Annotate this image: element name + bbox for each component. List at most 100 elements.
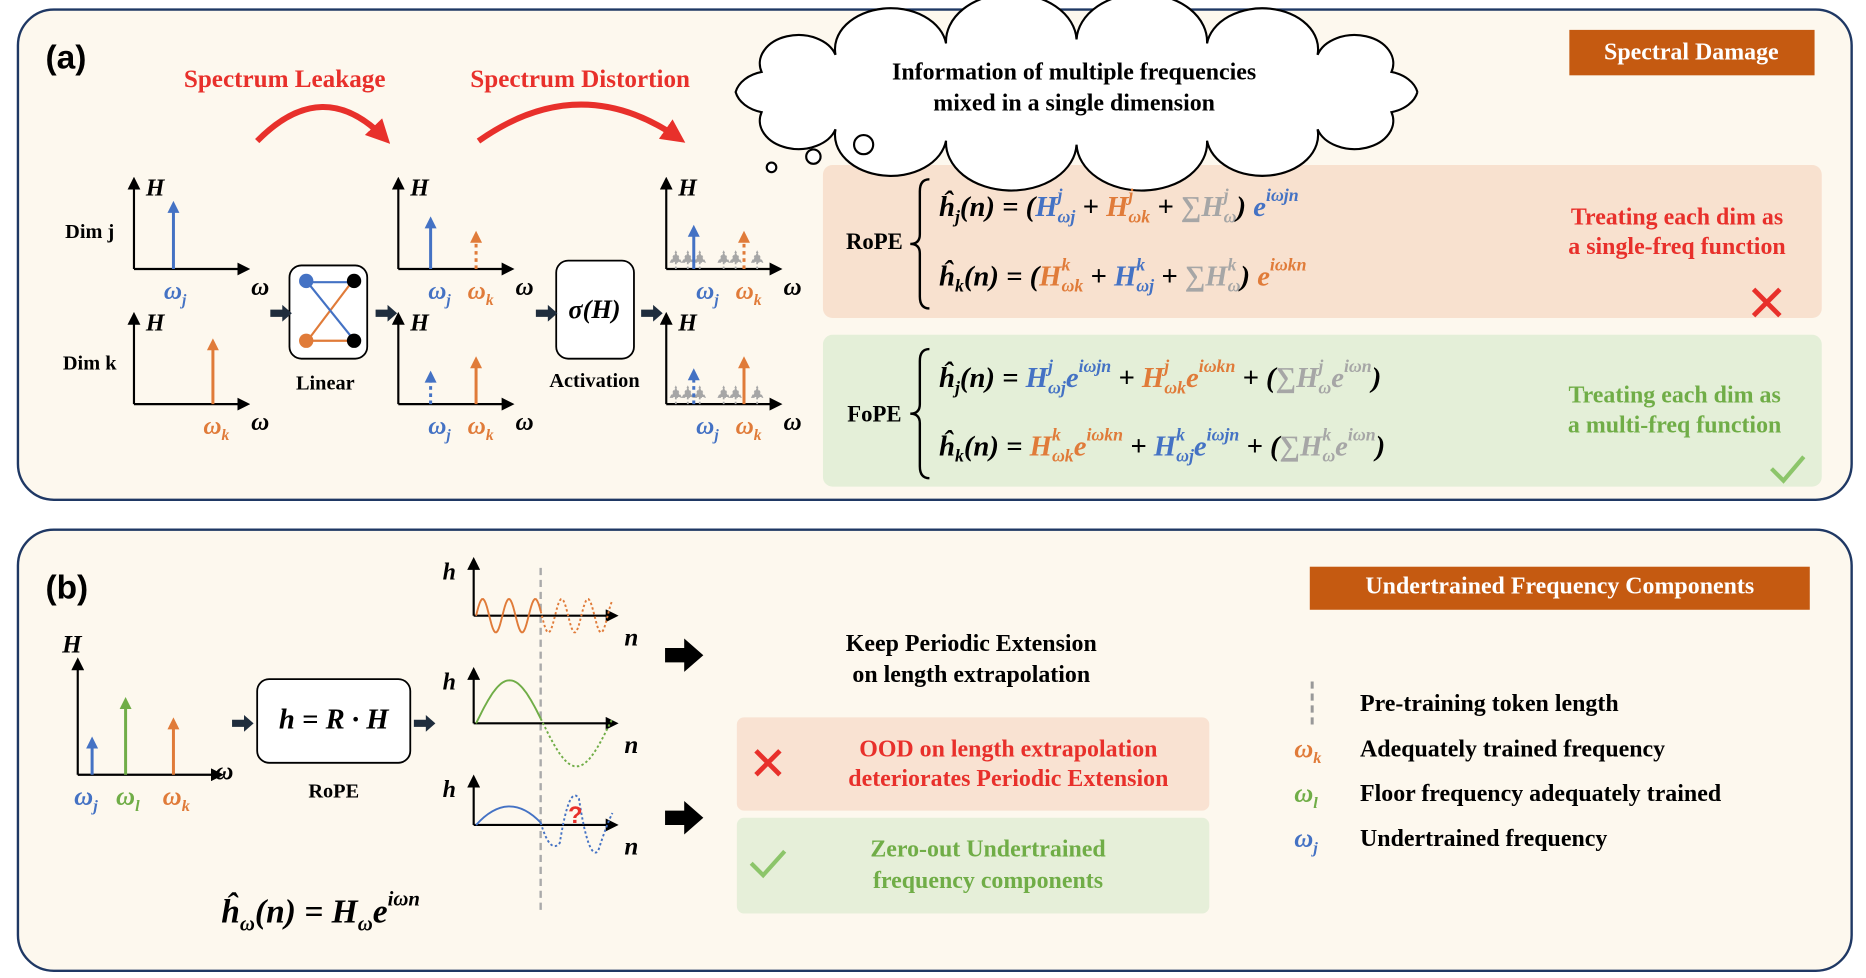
- noise-peak: [693, 385, 706, 405]
- formula-part: +: [1075, 191, 1106, 223]
- fope-box: [822, 334, 1822, 487]
- wave-extrapolated: [539, 794, 614, 854]
- formula-part: H: [1105, 191, 1130, 223]
- subscript: k: [754, 292, 762, 309]
- superscript: k: [1062, 255, 1071, 275]
- label: on length extrapolation: [852, 662, 1090, 688]
- axis-n: n: [624, 834, 638, 861]
- axis-h: H: [409, 311, 430, 337]
- stem-head: [738, 230, 750, 243]
- formula-part: ω: [116, 782, 135, 811]
- superscript: j: [1161, 356, 1169, 376]
- formula-part: H: [1034, 191, 1059, 223]
- formula-part: ω: [428, 278, 446, 305]
- formula-part: ω: [468, 278, 486, 305]
- formula-part: e: [1066, 362, 1079, 394]
- formula: ωk: [1294, 734, 1322, 767]
- stem-head: [206, 338, 219, 351]
- formula-part: +: [1154, 260, 1185, 292]
- axis-w: ω: [251, 274, 269, 301]
- node: [346, 273, 362, 289]
- formula-part: ω: [74, 782, 93, 811]
- subscript: ωk: [1128, 206, 1150, 226]
- formula-part: (n) =: [964, 430, 1030, 462]
- panel-label: (b): [45, 569, 88, 606]
- axis-h: H: [677, 176, 698, 202]
- node: [299, 333, 314, 348]
- node: [346, 333, 362, 348]
- axis-n: n: [624, 624, 638, 651]
- formula: ωk: [203, 413, 229, 444]
- formula-part: H: [1038, 260, 1063, 292]
- label: Information of multiple frequencies: [892, 60, 1256, 86]
- label: Linear: [296, 373, 355, 395]
- superscript: j: [1315, 356, 1323, 376]
- stem-head: [470, 230, 483, 243]
- axis-h: H: [677, 311, 698, 337]
- formula: ωk: [736, 278, 762, 309]
- stem-head: [687, 224, 700, 237]
- axis-w: ω: [783, 409, 801, 436]
- wave: [475, 679, 542, 724]
- formula-part: ω: [1294, 734, 1313, 763]
- formula-part: + (: [1239, 430, 1282, 462]
- formula-part: H: [1141, 362, 1166, 394]
- superscript: iωjn: [1207, 424, 1240, 444]
- subscript: j: [443, 427, 451, 444]
- superscript: k: [1136, 255, 1145, 275]
- stem-head: [167, 200, 180, 213]
- formula: ĥj(n) = Hj ωjeiωjn + Hj ωkeiωkn + (∑Hj ωeiω…: [939, 356, 1381, 397]
- formula: ωk: [736, 413, 762, 444]
- formula-part: ω: [1294, 824, 1313, 853]
- subscript: j: [443, 292, 451, 309]
- label: h = R · H: [279, 704, 390, 736]
- formula: ωj: [74, 782, 98, 815]
- wave: [475, 598, 542, 634]
- legend-text: Undertrained frequency: [1360, 826, 1607, 852]
- formula-part: (n) =: [255, 893, 332, 930]
- subscript: k: [955, 276, 964, 296]
- legend-text: Adequately trained frequency: [1360, 736, 1665, 762]
- stem-head: [424, 370, 437, 383]
- superscript: iωkn: [1270, 255, 1307, 275]
- superscript: k: [1228, 255, 1237, 275]
- axis-w: ω: [251, 409, 269, 436]
- subscript: ω: [358, 913, 373, 935]
- axis-h: H: [409, 176, 430, 202]
- stem-head: [738, 356, 750, 369]
- subscript: k: [486, 292, 494, 309]
- label: Treating each dim as: [1571, 204, 1783, 230]
- subscript: ω: [1322, 446, 1335, 466]
- formula-part: ω: [696, 413, 714, 440]
- axis-h: H: [145, 176, 166, 202]
- label: Activation: [549, 370, 639, 392]
- subscript: l: [1313, 793, 1318, 812]
- axis-w: ω: [516, 274, 534, 301]
- flow-arrow: [641, 304, 663, 322]
- flow-arrow: [413, 714, 436, 732]
- bad-box: [736, 717, 1210, 811]
- subscript: j: [1310, 838, 1318, 857]
- formula-part: H: [1113, 260, 1138, 292]
- superscript: j: [1221, 185, 1229, 205]
- formula: ωj: [428, 413, 451, 444]
- subscript: k: [754, 427, 762, 444]
- axis-h: H: [145, 311, 166, 337]
- formula-part: ): [1234, 191, 1254, 223]
- rope-box: [822, 164, 1822, 319]
- formula-part: +: [1111, 362, 1142, 394]
- formula-part: e: [1186, 362, 1199, 394]
- formula-part: +: [1123, 430, 1154, 462]
- cross: [1751, 287, 1782, 318]
- stem-head: [424, 216, 437, 229]
- formula-part: ĥ: [221, 891, 240, 930]
- cross-icons: [754, 287, 1782, 777]
- label: ?: [568, 802, 583, 829]
- noise-peak: [750, 250, 764, 270]
- label: Dim k: [63, 352, 117, 374]
- brace: [910, 178, 930, 310]
- formula-part: ω: [203, 413, 221, 440]
- formula-part: ω: [1294, 779, 1313, 808]
- formula-part: ): [1237, 260, 1257, 292]
